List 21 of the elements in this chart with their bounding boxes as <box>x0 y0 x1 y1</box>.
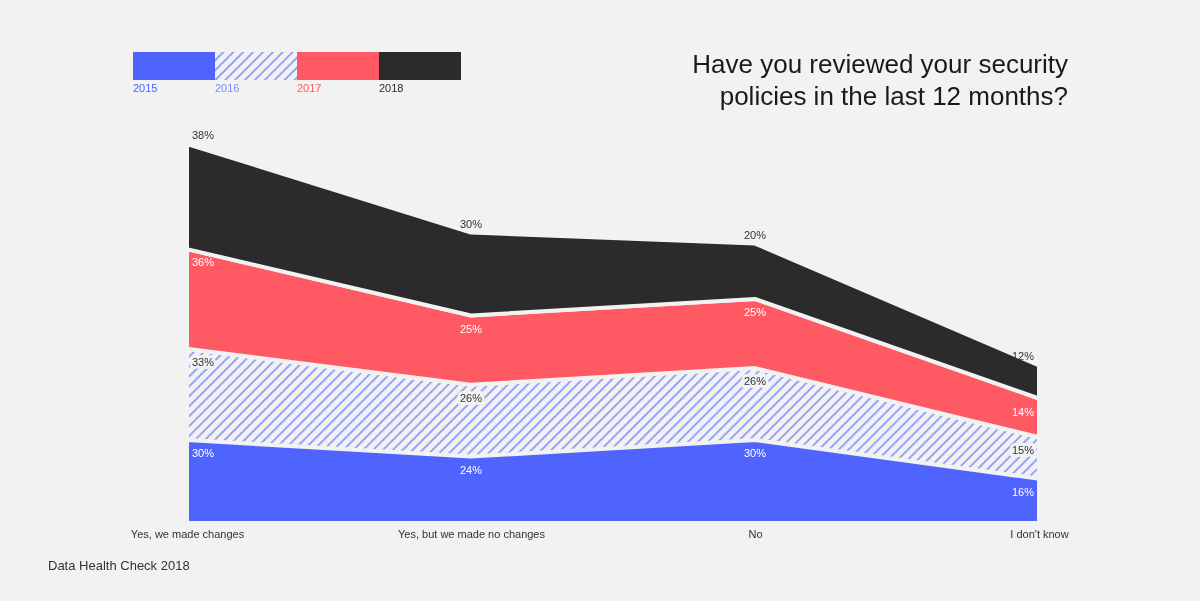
data-label: 12% <box>1011 350 1035 363</box>
text: 2016 <box>215 82 240 94</box>
text: 2018 <box>379 82 404 94</box>
data-label: 30% <box>459 217 483 230</box>
data-label: 26% <box>743 375 767 388</box>
data-label: 25% <box>459 322 483 335</box>
x-tick-label: I don't know <box>1010 527 1069 540</box>
x-tick-label: Yes, we made changes <box>130 527 245 540</box>
x-tick-label: Yes, but we made no changes <box>398 527 546 540</box>
x-tick-label: No <box>748 527 763 540</box>
data-label: 14% <box>1011 405 1035 418</box>
data-label: 20% <box>743 228 767 241</box>
chart-title: Have you reviewed your security policies in the last 12 months? <box>692 49 1068 111</box>
data-label: 33% <box>192 355 215 368</box>
text: 2015 <box>133 82 158 94</box>
text: Data Health Check 2018 <box>48 558 190 573</box>
data-label: 38% <box>192 129 215 141</box>
data-label: 36% <box>192 256 215 269</box>
data-label: 26% <box>459 391 483 404</box>
data-label: 25% <box>743 305 767 318</box>
text: 2017 <box>297 82 322 94</box>
